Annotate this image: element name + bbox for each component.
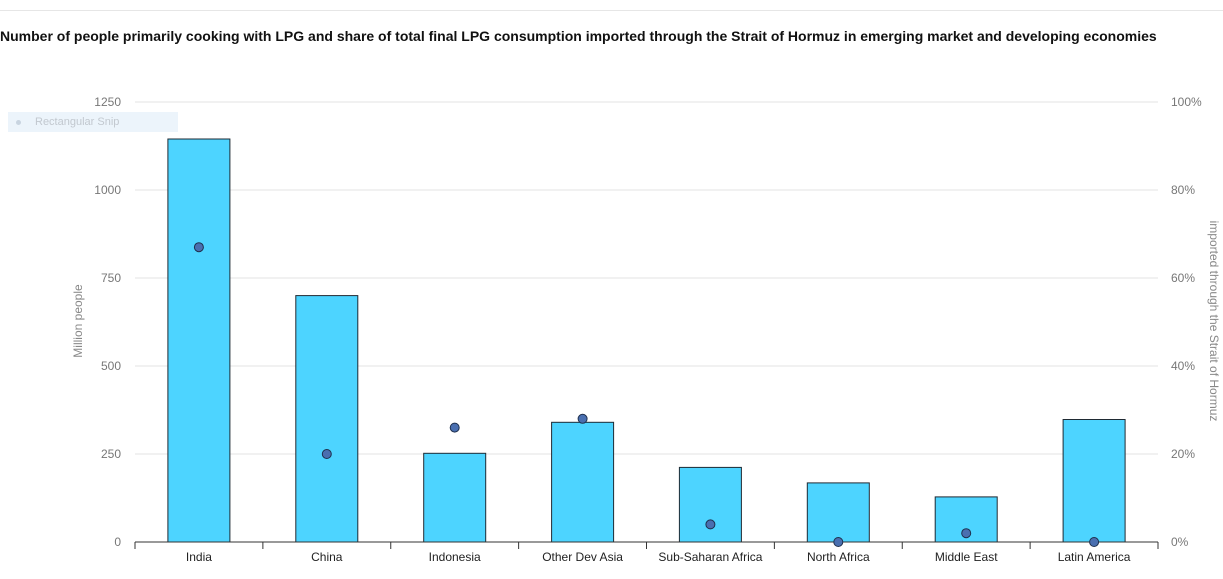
x-tick-label: India <box>186 550 212 564</box>
bar-north-africa <box>806 482 870 543</box>
y-tick-label: 1000 <box>94 183 121 197</box>
bars <box>167 138 1126 543</box>
y2-tick-label: 60% <box>1171 271 1195 285</box>
x-axis: India China Indonesia Other Dev Asia Sub-Sah… <box>134 541 1159 564</box>
share-marker-middle-east <box>961 528 972 539</box>
x-tick-label: Middle East <box>935 550 998 564</box>
axis-labels: Million people imported through the Stra… <box>71 221 1221 422</box>
y2-tick-label: 100% <box>1171 95 1202 109</box>
bar-india <box>167 138 231 543</box>
share-marker-china <box>321 449 332 459</box>
share-marker-north-africa <box>833 537 844 547</box>
y2-axis-title: imported through the Strait of Hormuz <box>1207 221 1221 422</box>
bar-indonesia <box>423 452 487 543</box>
y2-tick-label: 0% <box>1171 535 1189 549</box>
x-tick-label: North Africa <box>807 550 870 564</box>
y-tick-label: 500 <box>101 359 121 373</box>
y-tick-label: 0 <box>114 535 121 549</box>
share-marker-indonesia <box>449 422 460 433</box>
gridlines: 0 250 500 750 1000 1250 0% 20% 40% 60% 80% 100% <box>94 95 1202 549</box>
snip-label: Rectangular Snip <box>35 116 120 128</box>
y-tick-label: 750 <box>101 271 121 285</box>
share-marker-sub-saharan-africa <box>705 519 716 530</box>
top-divider <box>0 10 1223 11</box>
x-tick-label: Sub-Saharan Africa <box>658 550 762 564</box>
share-markers <box>193 242 1100 547</box>
x-tick-label: China <box>311 550 343 564</box>
y-tick-label: 1250 <box>94 95 121 109</box>
x-tick-label: Latin America <box>1058 550 1131 564</box>
share-marker-other-dev-asia <box>577 413 588 424</box>
x-tick-label: Indonesia <box>429 550 481 564</box>
bar-other-dev-asia <box>551 421 615 543</box>
y2-tick-label: 40% <box>1171 359 1195 373</box>
snip-overlay: Rectangular Snip <box>8 112 178 132</box>
snip-dot-icon <box>16 119 21 125</box>
y2-tick-label: 80% <box>1171 183 1195 197</box>
y2-tick-label: 20% <box>1171 447 1195 461</box>
y-axis-title: Million people <box>71 284 85 358</box>
share-marker-latin-america <box>1089 537 1100 547</box>
bar-latin-america <box>1062 419 1126 543</box>
bar-sub-saharan-africa <box>678 466 742 543</box>
bar-china <box>295 295 359 543</box>
y-tick-label: 250 <box>101 447 121 461</box>
x-tick-label: Other Dev Asia <box>542 550 623 564</box>
share-marker-india <box>193 242 204 253</box>
chart-title: Number of people primarily cooking with … <box>0 28 1157 44</box>
